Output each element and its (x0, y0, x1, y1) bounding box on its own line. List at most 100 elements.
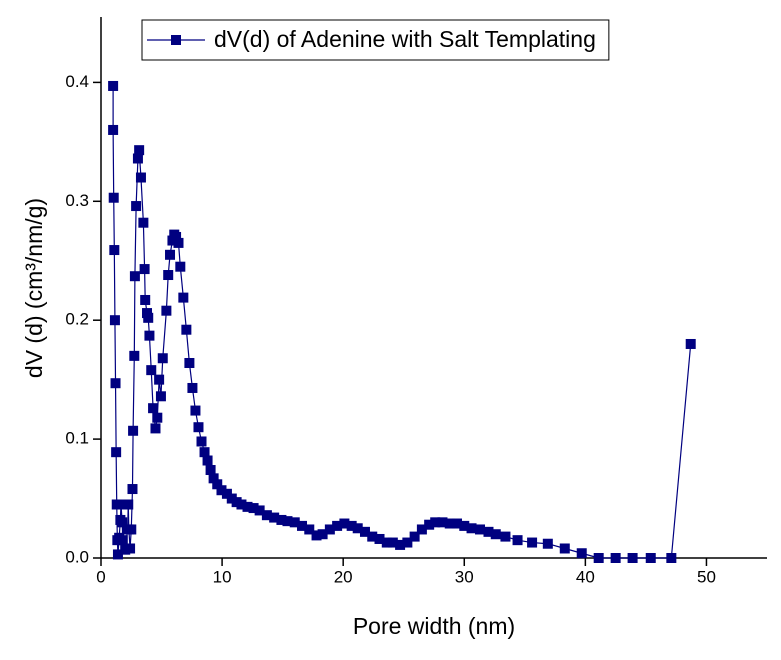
data-point (289, 517, 300, 528)
data-point (109, 245, 120, 256)
data-point (155, 391, 166, 402)
data-point (475, 524, 486, 535)
data-point (444, 518, 455, 529)
x-tick-label: 40 (576, 567, 595, 586)
data-point (452, 518, 463, 529)
data-point (196, 436, 207, 447)
data-point (178, 292, 189, 303)
data-point (108, 80, 119, 91)
x-tick-label: 10 (213, 567, 232, 586)
y-tick-label: 0.3 (65, 191, 89, 210)
data-point (593, 553, 604, 563)
data-point (109, 315, 120, 326)
data-point (666, 553, 677, 563)
legend: dV(d) of Adenine with Salt Templating (141, 19, 610, 61)
data-point (216, 485, 227, 496)
data-point (359, 526, 370, 537)
y-axis-title: dV (d) (cm³/nm/g) (21, 198, 47, 378)
data-point (199, 447, 210, 458)
data-point (144, 330, 155, 341)
y-tick-label: 0.4 (65, 72, 89, 91)
data-point (154, 374, 165, 385)
legend-label: dV(d) of Adenine with Salt Templating (214, 26, 596, 52)
data-point (297, 520, 308, 531)
data-point (395, 539, 406, 550)
data-point (123, 499, 134, 510)
data-point (163, 270, 174, 281)
data-point (490, 529, 501, 540)
data-point (135, 172, 146, 183)
data-point (282, 516, 293, 527)
data-point (317, 529, 328, 540)
data-point (128, 425, 139, 436)
data-point (459, 520, 470, 531)
data-point (352, 523, 363, 534)
data-point (108, 124, 119, 135)
data-point (339, 518, 350, 529)
series-line (112, 85, 692, 559)
data-point (134, 145, 145, 156)
data-point (187, 382, 198, 393)
x-tick-label: 20 (334, 567, 353, 586)
data-point (140, 294, 151, 305)
data-point (152, 412, 163, 423)
data-point (148, 403, 159, 414)
data-point (175, 261, 186, 272)
data-point (685, 338, 696, 349)
data-point (559, 543, 570, 554)
data-point (576, 548, 587, 559)
data-point (248, 503, 259, 514)
data-point (139, 264, 150, 275)
data-point (171, 231, 182, 242)
data-point (117, 517, 128, 528)
data-point (367, 531, 378, 542)
data-point (205, 465, 216, 476)
data-point (610, 553, 621, 563)
data-point (346, 520, 357, 531)
data-point (115, 499, 126, 510)
data-point (483, 526, 494, 537)
data-point (143, 312, 154, 323)
data-point (512, 535, 523, 546)
data-point (129, 271, 140, 282)
data-point (416, 524, 427, 535)
data-point (117, 535, 128, 546)
x-tick-label: 0 (96, 567, 105, 586)
data-point (173, 237, 184, 248)
data-point (374, 533, 385, 544)
x-tick-label: 30 (455, 567, 474, 586)
data-point (150, 423, 161, 434)
data-point (381, 537, 392, 548)
data-point (424, 519, 435, 530)
data-point (402, 537, 413, 548)
legend-marker (171, 35, 181, 45)
data-point (127, 484, 138, 495)
data-point (125, 543, 136, 554)
data-point (138, 217, 149, 228)
y-tick-label: 0.1 (65, 429, 89, 448)
data-point (409, 531, 420, 542)
data-point (500, 531, 511, 542)
data-point (161, 305, 172, 316)
data-point (437, 517, 448, 528)
data-point (110, 378, 121, 389)
data-point (466, 523, 477, 534)
legend-box (141, 19, 610, 61)
data-point (146, 365, 157, 376)
x-axis-title: Pore width (nm) (353, 613, 515, 639)
data-point (165, 249, 176, 260)
data-point (627, 553, 638, 563)
data-point (254, 505, 265, 516)
data-point (181, 324, 192, 335)
data-point (236, 499, 247, 510)
data-point (190, 405, 201, 416)
data-point (542, 538, 553, 549)
data-point (269, 512, 280, 523)
data-point (212, 479, 223, 490)
data-point (332, 520, 343, 531)
y-tick-label: 0.0 (65, 547, 89, 566)
data-point (112, 549, 123, 560)
data-point (208, 473, 219, 484)
data-point (304, 524, 315, 535)
